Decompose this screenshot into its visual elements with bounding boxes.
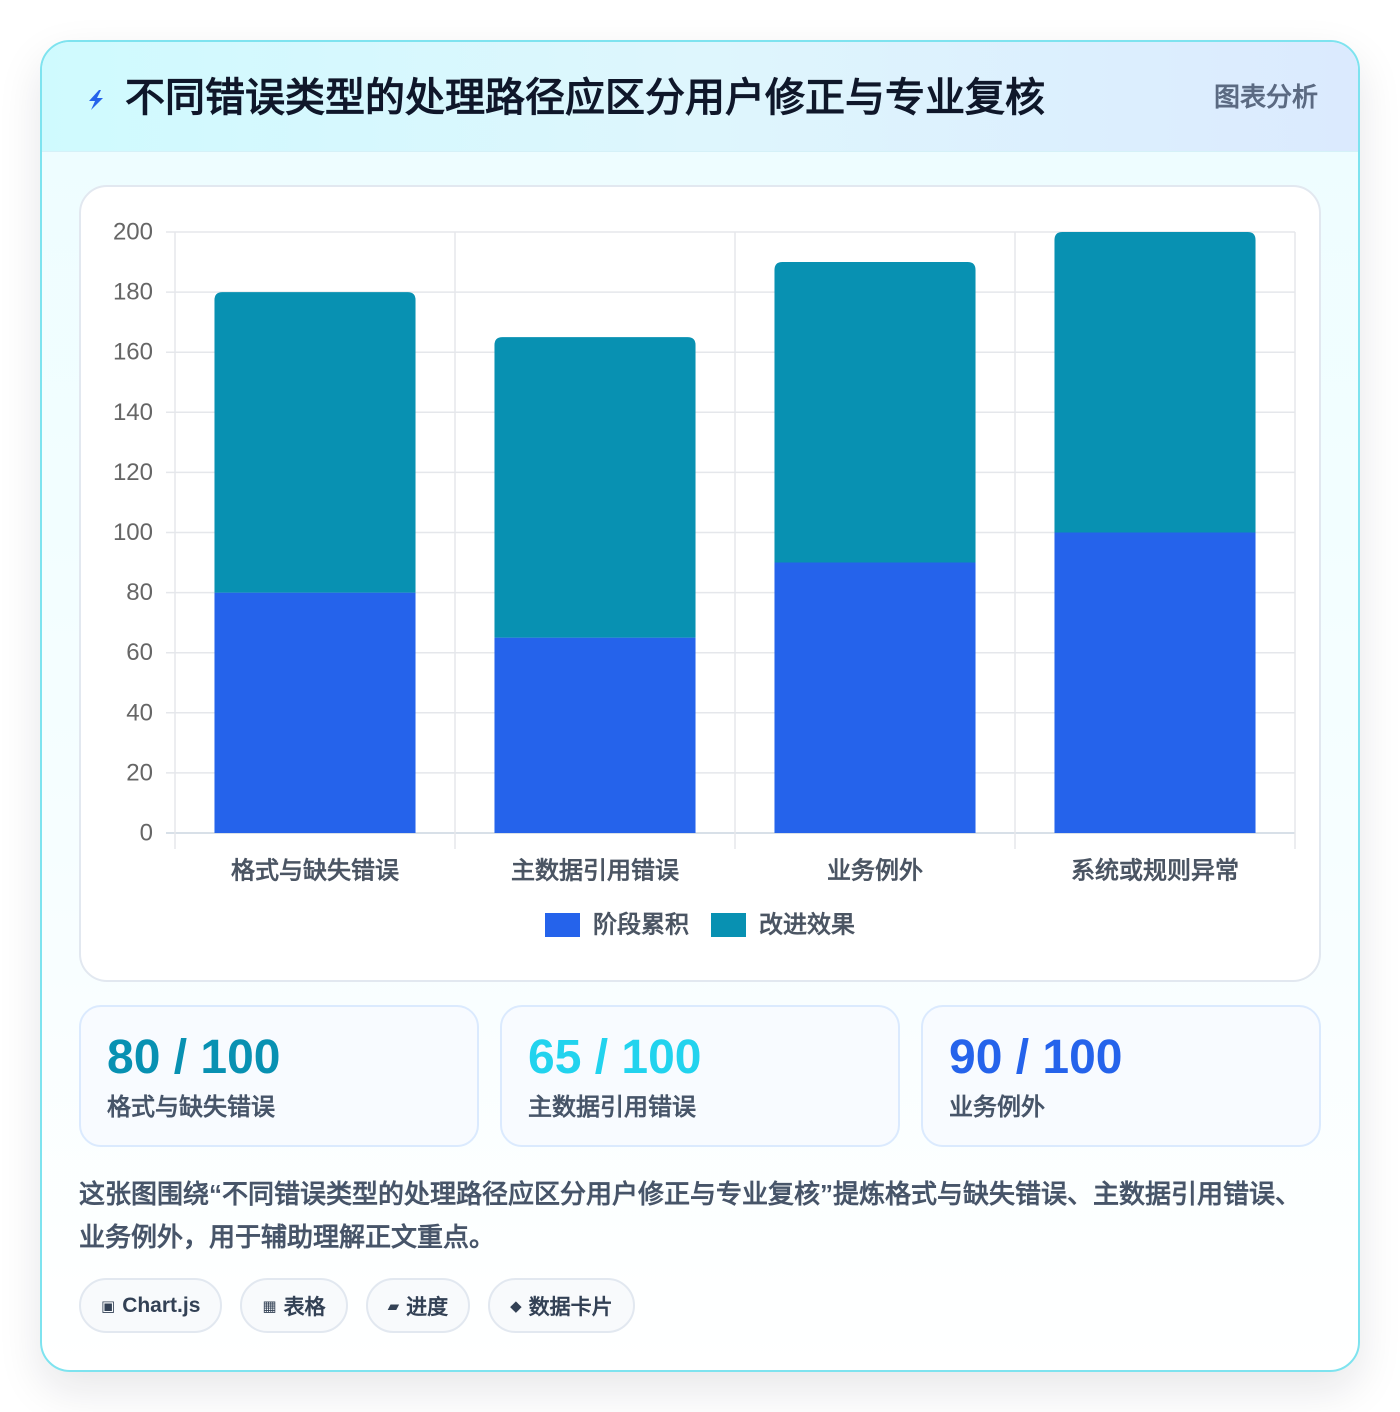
- legend-item[interactable]: 改进效果: [711, 911, 855, 939]
- stat-value: 65 / 100: [528, 1031, 702, 1084]
- bar-segment: [214, 292, 416, 593]
- tag-label: 表格: [283, 1295, 326, 1319]
- x-category-label: 系统或规则异常: [1071, 857, 1239, 885]
- legend-swatch: [545, 913, 580, 937]
- bar-segment: [494, 637, 696, 833]
- stat-value: 80 / 100: [107, 1031, 281, 1084]
- page-title: 不同错误类型的处理路径应区分用户修正与专业复核: [125, 76, 1045, 120]
- chart-icon: ▣: [101, 1296, 116, 1315]
- stat-card: 90 / 100 业务例外: [921, 1005, 1321, 1147]
- tag-list: ▣ Chart.js ▦ 表格 ▰ 进度 ◆ 数据卡片: [79, 1278, 635, 1333]
- stat-label: 格式与缺失错误: [107, 1094, 275, 1121]
- y-tick-label: 140: [113, 399, 153, 426]
- chart-panel: 0 20 40 60 80 100 120 140 160 180 200 格式与缺失错误 主数据引用错…: [79, 185, 1321, 982]
- tag-label: 进度: [406, 1295, 449, 1319]
- y-tick-label: 0: [140, 820, 153, 847]
- y-tick-label: 80: [126, 579, 153, 606]
- stat-card: 65 / 100 主数据引用错误: [500, 1005, 900, 1147]
- lightning-icon: [89, 90, 103, 110]
- y-tick-label: 100: [113, 519, 153, 546]
- y-tick-label: 40: [126, 699, 153, 726]
- tag-data-card[interactable]: ◆ 数据卡片: [488, 1278, 635, 1333]
- y-tick-label: 180: [113, 279, 153, 306]
- stat-label: 主数据引用错误: [528, 1094, 696, 1121]
- chart-card: 不同错误类型的处理路径应区分用户修正与专业复核 图表分析 0 20 40 60 80 10…: [40, 40, 1360, 1372]
- bar-segment: [1054, 532, 1256, 833]
- x-category-label: 业务例外: [827, 857, 923, 885]
- legend-item[interactable]: 阶段累积: [545, 911, 689, 939]
- y-tick-label: 20: [126, 759, 153, 786]
- bar-segment: [214, 592, 416, 833]
- tag-progress[interactable]: ▰ 进度: [365, 1278, 471, 1333]
- x-category-label: 主数据引用错误: [511, 858, 680, 885]
- tag-label: 数据卡片: [528, 1295, 613, 1319]
- bar-segment: [774, 262, 976, 563]
- bar-segment: [774, 562, 976, 833]
- legend-label: 改进效果: [759, 911, 855, 939]
- stat-cards: 80 / 100 格式与缺失错误 65 / 100 主数据引用错误 90 / 1…: [79, 1005, 1321, 1147]
- tag-table[interactable]: ▦ 表格: [240, 1278, 348, 1333]
- y-tick-label: 60: [126, 639, 153, 666]
- chart-analysis-badge: 图表分析: [1213, 82, 1318, 112]
- legend-swatch: [711, 913, 746, 937]
- stacked-bar-chart: 0 20 40 60 80 100 120 140 160 180 200 格式与缺失错误 主数据引用错…: [113, 219, 1296, 939]
- chart-description: 这张图围绕“不同错误类型的处理路径应区分用户修正与专业复核”提炼格式与缺失错误、…: [79, 1179, 1302, 1252]
- y-tick-label: 120: [113, 459, 153, 486]
- table-icon: ▦: [262, 1296, 277, 1315]
- stat-card: 80 / 100 格式与缺失错误: [79, 1005, 479, 1147]
- progress-icon: ▰: [387, 1296, 400, 1315]
- bars: [214, 232, 1256, 833]
- tag-label: Chart.js: [122, 1293, 201, 1317]
- y-tick-label: 200: [113, 219, 153, 246]
- card-header: 不同错误类型的处理路径应区分用户修正与专业复核 图表分析: [42, 42, 1358, 152]
- stat-label: 业务例外: [949, 1094, 1045, 1121]
- legend-label: 阶段累积: [593, 911, 689, 939]
- stat-value: 90 / 100: [949, 1031, 1123, 1084]
- y-tick-label: 160: [113, 339, 153, 366]
- card-icon: ◆: [510, 1296, 522, 1315]
- bar-segment: [1054, 232, 1256, 533]
- bar-segment: [494, 337, 696, 638]
- x-category-label: 格式与缺失错误: [231, 857, 400, 885]
- tag-chartjs[interactable]: ▣ Chart.js: [79, 1278, 223, 1333]
